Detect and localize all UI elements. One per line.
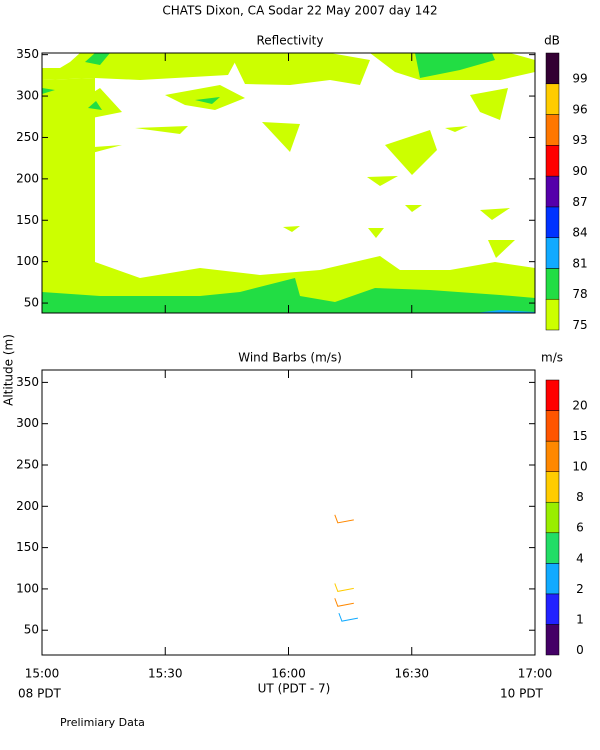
x-tick-label: 16:00	[271, 667, 306, 681]
wind-barb	[338, 612, 359, 622]
colorbar-swatch	[545, 410, 560, 442]
x-tick-label: 15:30	[148, 667, 183, 681]
colorbar-label: 8	[576, 490, 584, 504]
plot-frame	[41, 52, 536, 314]
y-tick-label: 300	[16, 89, 39, 103]
colorbar-swatch	[545, 440, 560, 472]
y-tick-label: 100	[16, 254, 39, 268]
colorbar-label: 4	[576, 551, 584, 565]
colorbar-swatch	[545, 532, 560, 564]
panel-title: Wind Barbs (m/s)	[238, 351, 342, 365]
y-tick-label: 300	[16, 416, 39, 430]
x-tick-label: 15:00	[25, 667, 60, 681]
colorbar-label: 75	[572, 318, 587, 332]
colorbar-swatch	[545, 175, 560, 208]
y-tick-label: 200	[16, 171, 39, 185]
colorbar-label: 15	[572, 429, 587, 443]
y-tick-label: 200	[16, 499, 39, 513]
colorbar-label: 87	[572, 195, 587, 209]
colorbar-label: 99	[572, 72, 587, 86]
colorbar-swatch	[545, 52, 560, 85]
colorbar-swatch	[545, 379, 560, 411]
y-tick-label: 100	[16, 581, 39, 595]
x-axis-label: UT (PDT - 7)	[258, 682, 331, 696]
colorbar-swatch	[545, 593, 560, 625]
x-tick-label: 17:00	[518, 667, 553, 681]
colorbar-swatch	[545, 145, 560, 177]
colorbar-swatch	[545, 501, 560, 534]
y-tick-label: 150	[16, 540, 39, 554]
colorbar-label: 96	[572, 102, 587, 116]
colorbar-unit: dB	[544, 34, 560, 48]
colorbar-swatch	[545, 206, 560, 238]
y-tick-label: 250	[16, 130, 39, 144]
y-tick-label: 50	[24, 623, 39, 637]
y-tick-label: 150	[16, 213, 39, 227]
colorbar-swatch	[545, 624, 560, 656]
plot-frame	[41, 369, 536, 656]
colorbar-swatch	[545, 268, 560, 300]
right-note: 10 PDT	[500, 687, 544, 701]
colorbar-swatch	[545, 471, 560, 503]
panel-title: Reflectivity	[256, 34, 323, 48]
footer: Prelimiary Data	[60, 716, 145, 729]
y-tick-label: 350	[16, 47, 39, 61]
colorbar-swatch	[545, 114, 560, 146]
colorbar-label: 20	[572, 398, 587, 412]
colorbar-label: 1	[576, 612, 584, 626]
colorbar-swatch	[545, 298, 560, 331]
colorbar-label: 10	[572, 460, 587, 474]
colorbar-label: 6	[576, 521, 584, 535]
colorbar-swatch	[545, 237, 560, 269]
colorbar-unit: m/s	[541, 351, 563, 365]
y-tick-label: 50	[24, 296, 39, 310]
colorbar-label: 2	[576, 582, 584, 596]
wind-barb	[334, 583, 354, 592]
colorbar-swatch	[545, 83, 560, 115]
colorbar-label: 81	[572, 256, 587, 270]
colorbar-swatch	[545, 563, 560, 595]
colorbar-label: 90	[572, 164, 587, 178]
wind-barb	[334, 514, 354, 524]
x-tick-label: 16:30	[394, 667, 429, 681]
colorbar-label: 0	[576, 643, 584, 657]
figure-title: CHATS Dixon, CA Sodar 22 May 2007 day 14…	[162, 4, 437, 18]
colorbar-label: 84	[572, 226, 587, 240]
y-axis-label: Altitude (m)	[2, 334, 16, 406]
colorbar-label: 93	[572, 133, 587, 147]
wind-barb	[334, 598, 354, 607]
y-tick-label: 350	[16, 375, 39, 389]
left-note: 08 PDT	[18, 687, 62, 701]
reflectivity-field	[42, 53, 535, 313]
y-tick-label: 250	[16, 458, 39, 472]
colorbar-label: 78	[572, 287, 587, 301]
